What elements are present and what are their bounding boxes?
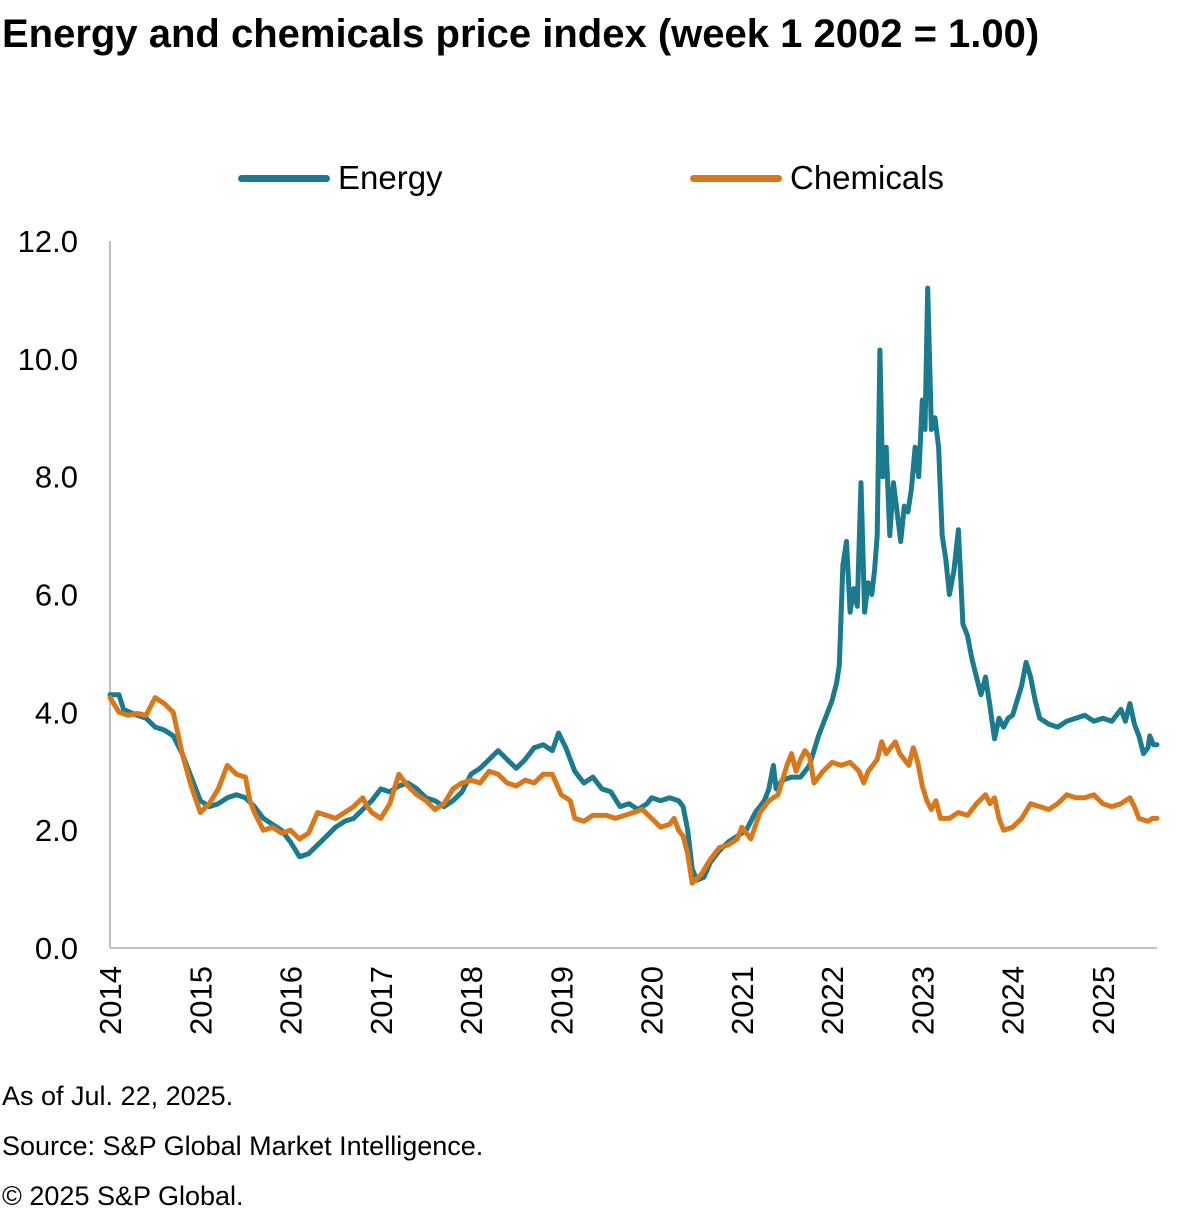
- x-tick-label: 2017: [364, 966, 399, 1035]
- legend-item-energy: Energy: [238, 156, 443, 200]
- x-tick-label: 2019: [544, 966, 579, 1035]
- legend-swatch-chemicals: [690, 174, 782, 182]
- x-tick-label: 2014: [93, 966, 128, 1035]
- y-tick-label: 0.0: [35, 931, 78, 966]
- legend: Energy Chemicals: [0, 156, 1183, 200]
- series-line-chemicals: [107, 695, 1160, 886]
- x-tick-label: 2025: [1086, 966, 1121, 1035]
- x-tick-label: 2024: [996, 966, 1031, 1035]
- y-tick-label: 10.0: [18, 342, 78, 377]
- y-tick-label: 4.0: [35, 695, 78, 730]
- x-axis: 2014 2015 2016 2017 2018 2019 2020 2021 2022 2023…: [93, 947, 1157, 1035]
- y-tick-label: 6.0: [35, 578, 78, 613]
- x-tick-label: 2018: [454, 966, 489, 1035]
- y-tick-label: 2.0: [35, 813, 78, 848]
- x-tick-label: 2022: [815, 966, 850, 1035]
- as-of-note: As of Jul. 22, 2025.: [2, 1081, 234, 1111]
- line-chart: 0.0 2.0 4.0 6.0 8.0 10.0 12.0 2014 2015 2016 2017…: [18, 224, 1160, 1035]
- legend-item-chemicals: Chemicals: [690, 156, 944, 200]
- series-line-energy: [107, 285, 1160, 883]
- y-tick-label: 8.0: [35, 460, 78, 495]
- x-tick-label: 2015: [183, 966, 218, 1035]
- series-layer: [107, 285, 1160, 886]
- x-tick-label: 2016: [274, 966, 309, 1035]
- y-axis: 0.0 2.0 4.0 6.0 8.0 10.0 12.0: [18, 224, 111, 966]
- legend-label-chemicals: Chemicals: [790, 159, 945, 196]
- y-tick-label: 12.0: [18, 224, 78, 259]
- x-tick-label: 2021: [725, 966, 760, 1035]
- legend-swatch-energy: [238, 174, 330, 182]
- copyright-note: © 2025 S&P Global.: [2, 1181, 244, 1211]
- x-tick-label: 2020: [635, 966, 670, 1035]
- source-note: Source: S&P Global Market Intelligence.: [2, 1131, 484, 1161]
- x-tick-label: 2023: [905, 966, 940, 1035]
- legend-label-energy: Energy: [338, 159, 443, 196]
- chart-title: Energy and chemicals price index (week 1…: [2, 12, 1040, 56]
